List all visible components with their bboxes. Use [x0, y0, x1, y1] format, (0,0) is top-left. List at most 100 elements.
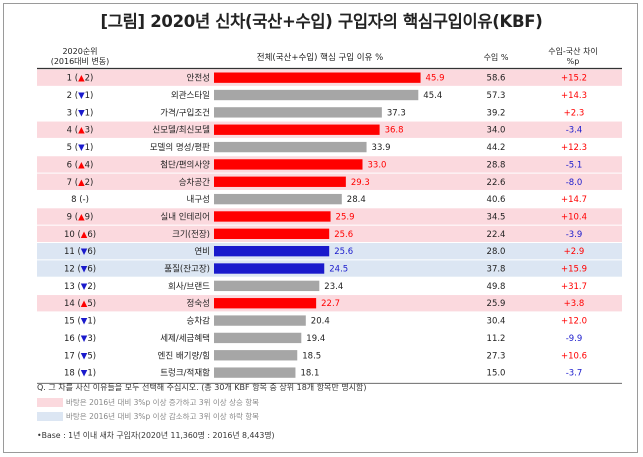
value-label: 45.9	[426, 74, 445, 84]
row-band	[37, 260, 622, 277]
diff-header-unit: %p	[566, 57, 580, 66]
rank-header: 2020순위 (2016대비 변동)	[40, 47, 120, 67]
diff-value: -8.0	[566, 178, 583, 188]
bar	[214, 298, 317, 309]
rank-label: 17 (▼5)	[64, 351, 96, 361]
bar	[214, 124, 380, 135]
value-label: 33.9	[372, 143, 391, 153]
value-label: 37.3	[387, 108, 406, 118]
rank-label: 6 (▲4)	[67, 160, 94, 170]
category-label: 트렁크/적재함	[160, 368, 210, 379]
bar	[214, 193, 342, 205]
rank-label: 1 (▲2)	[67, 74, 94, 84]
legend-swatch-down	[37, 412, 63, 421]
rank-label: 10 (▲6)	[64, 230, 96, 240]
chart-title: [그림] 2020년 신차(국산+수입) 구입자의 핵심구입이유(KBF)	[100, 12, 543, 31]
diff-value: +12.3	[561, 143, 587, 153]
import-value: 22.6	[487, 178, 506, 188]
value-label: 18.1	[300, 369, 319, 379]
category-label: 엔진 배기량/힘	[158, 350, 211, 361]
import-value: 39.2	[487, 108, 506, 118]
value-label: 29.3	[351, 178, 370, 188]
import-value: 11.2	[487, 334, 506, 344]
row-band	[37, 295, 622, 312]
import-value: 34.5	[487, 212, 506, 222]
legend-swatch-up	[37, 398, 63, 407]
value-label: 25.6	[334, 230, 353, 240]
import-value: 57.3	[487, 91, 506, 101]
rank-label: 12 (▼6)	[64, 265, 96, 275]
diff-value: -5.1	[566, 160, 583, 170]
rank-label: 11 (▼6)	[64, 247, 96, 257]
category-label: 모델의 명성/평판	[150, 142, 210, 153]
diff-value: +3.8	[564, 299, 585, 309]
value-label: 25.6	[334, 247, 353, 257]
bar	[214, 228, 330, 239]
rank-label: 13 (▼2)	[64, 282, 96, 292]
import-value: 40.6	[487, 195, 506, 205]
import-value: 37.8	[487, 265, 506, 275]
diff-value: -3.4	[566, 126, 583, 136]
category-label: 품질(잔고장)	[164, 264, 210, 275]
rank-label: 7 (▲2)	[67, 178, 94, 188]
bar	[214, 211, 331, 222]
category-label: 세제/세금혜택	[160, 333, 210, 344]
category-label: 회사/브랜드	[168, 281, 210, 292]
diff-value: +15.2	[561, 74, 587, 84]
category-label: 첨단/편의사양	[160, 159, 210, 170]
category-label: 외관스타일	[171, 90, 210, 101]
diff-value: +31.7	[561, 282, 587, 292]
diff-value: +2.3	[564, 108, 585, 118]
bar	[214, 332, 302, 344]
diff-value: +14.3	[561, 91, 587, 101]
bar	[214, 246, 330, 257]
base-note: •Base : 1년 이내 새차 구입자(2020년 11,360명 : 201…	[37, 431, 275, 440]
import-value: 34.0	[487, 126, 506, 136]
row-band	[37, 225, 622, 242]
diff-header-title: 수입-국산 차이	[548, 47, 598, 56]
import-value: 58.6	[487, 74, 506, 84]
value-label: 25.9	[336, 212, 355, 222]
value-label: 45.4	[423, 91, 442, 101]
rank-label: 2 (▼1)	[67, 91, 94, 101]
import-value: 28.8	[487, 160, 506, 170]
category-label: 실내 인테리어	[160, 211, 210, 222]
category-label: 크기(전장)	[172, 229, 210, 240]
bar	[214, 159, 363, 170]
bar	[214, 280, 320, 292]
bar	[214, 315, 306, 326]
value-label: 28.4	[347, 195, 366, 205]
value-label: 23.4	[324, 282, 343, 292]
diff-header: 수입-국산 차이 %p	[530, 47, 616, 67]
import-value: 28.0	[487, 247, 506, 257]
diff-value: -3.7	[566, 369, 583, 379]
diff-value: +10.4	[561, 212, 587, 222]
rank-label: 3 (▼1)	[67, 108, 94, 118]
bar	[214, 367, 296, 378]
legend-text-down: 바탕은 2016년 대비 3%p 이상 감소하고 3위 이상 하락 항목	[66, 412, 260, 421]
bar	[214, 89, 419, 101]
rank-label: 5 (▼1)	[67, 143, 94, 153]
value-label: 22.7	[321, 299, 340, 309]
rank-header-title: 2020순위	[62, 47, 98, 56]
bar	[214, 176, 346, 187]
import-value: 25.9	[487, 299, 506, 309]
bar	[214, 263, 325, 274]
category-label: 안전성	[187, 73, 210, 84]
import-value: 22.4	[487, 230, 506, 240]
diff-value: +2.9	[564, 247, 585, 257]
total-header: 전체(국산+수입) 핵심 구입 이유 %	[256, 53, 384, 63]
rank-label: 15 (▼1)	[64, 317, 96, 327]
rank-label: 4 (▲3)	[67, 126, 94, 136]
value-label: 20.4	[311, 317, 330, 327]
diff-value: +14.7	[561, 195, 587, 205]
bar	[214, 72, 421, 83]
bar	[214, 107, 382, 118]
value-label: 33.0	[368, 160, 387, 170]
import-value: 15.0	[487, 369, 506, 379]
category-label: 정숙성	[187, 298, 210, 309]
diff-value: +12.0	[561, 317, 587, 327]
rank-label: 16 (▼3)	[64, 334, 96, 344]
value-label: 36.8	[385, 126, 404, 136]
